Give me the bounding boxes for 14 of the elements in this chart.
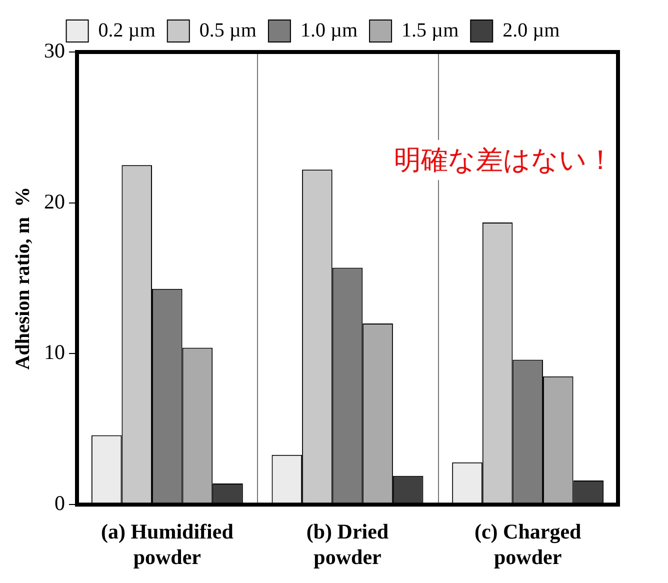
y-tick-label: 10 [44,340,65,364]
y-tick-label: 20 [44,189,65,214]
y-tick-label: 0 [54,491,65,516]
x-tick-label: (c) Charged powder [474,520,582,569]
legend-label: 0.5 µm [199,19,257,42]
legend-label: 1.0 µm [300,19,358,42]
legend-label: 1.5 µm [402,19,460,42]
x-tick-label: (a) Humidified powder [100,520,234,569]
legend-label: 2.0 µm [502,19,560,42]
x-tick-label: (b) Dried powder [306,520,389,569]
y-tick-label: 30 [44,38,65,63]
legend-label: 0.2 µm [98,19,156,42]
y-axis-title: Adhesion ratio, m % [12,186,34,370]
annotation: 明確な差はない！ [394,142,614,178]
